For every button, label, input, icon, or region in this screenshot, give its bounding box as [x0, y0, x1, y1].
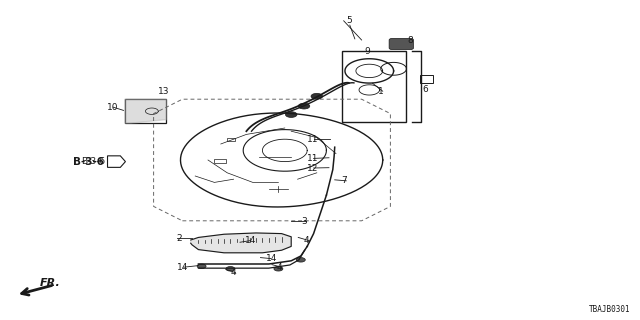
- Text: 14: 14: [177, 263, 189, 272]
- Ellipse shape: [296, 258, 305, 262]
- Ellipse shape: [197, 264, 206, 268]
- Text: 4: 4: [276, 263, 282, 272]
- Text: 1: 1: [378, 87, 383, 96]
- Text: 2: 2: [177, 234, 182, 243]
- Text: 12: 12: [307, 164, 319, 172]
- Ellipse shape: [226, 267, 235, 271]
- Ellipse shape: [298, 103, 310, 109]
- Text: 5: 5: [346, 16, 351, 25]
- Text: 11: 11: [307, 135, 319, 144]
- Text: 14: 14: [266, 254, 277, 263]
- FancyBboxPatch shape: [389, 38, 413, 50]
- Bar: [227, 138, 235, 141]
- Ellipse shape: [311, 93, 323, 99]
- Ellipse shape: [285, 112, 297, 117]
- Text: B-3-6: B-3-6: [81, 157, 106, 166]
- Text: 13: 13: [158, 87, 170, 96]
- Text: 6: 6: [422, 85, 428, 94]
- Text: 14: 14: [245, 236, 257, 245]
- Text: 7: 7: [341, 176, 347, 185]
- Bar: [420, 75, 433, 83]
- Ellipse shape: [274, 267, 283, 271]
- Bar: [342, 51, 406, 122]
- Text: B-3-6: B-3-6: [73, 156, 104, 167]
- Polygon shape: [125, 99, 166, 123]
- Bar: [214, 159, 226, 163]
- Text: 8: 8: [408, 36, 413, 44]
- Text: 4: 4: [304, 236, 310, 245]
- Text: TBAJB0301: TBAJB0301: [589, 305, 630, 314]
- Text: 3: 3: [301, 217, 307, 226]
- Text: FR.: FR.: [40, 278, 60, 288]
- Polygon shape: [191, 233, 291, 253]
- Text: 9: 9: [365, 47, 371, 56]
- Text: 4: 4: [230, 268, 236, 277]
- Text: 11: 11: [307, 154, 319, 163]
- Bar: [125, 99, 166, 123]
- Text: 10: 10: [107, 103, 118, 112]
